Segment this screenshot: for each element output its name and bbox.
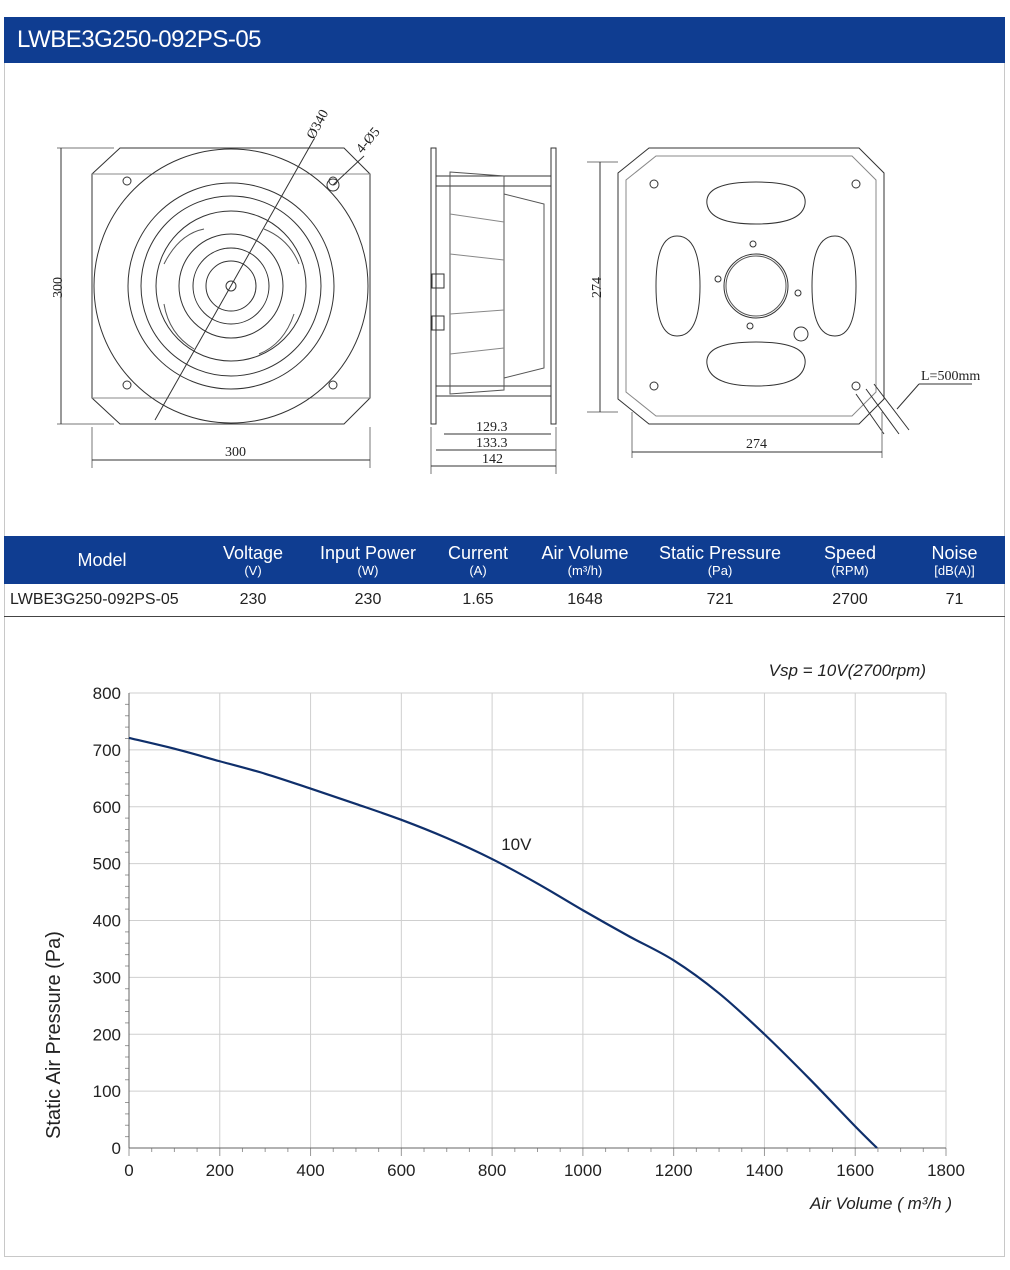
chart-svg: 0 200 400 600 800 1000 1200 1400 1600 1800 0 100 200…	[43, 661, 965, 1213]
front-diameter-dim: Ø340	[304, 107, 332, 142]
x-tick-label: 0	[124, 1161, 133, 1180]
table-row: LWBE3G250-092PS-05 230 230 1.65 1648 721…	[4, 584, 1005, 617]
front-height-dim: 300	[51, 277, 66, 298]
spec-table: Model Voltage (V) Input Power (W) Current(…	[4, 536, 1005, 617]
back-height-dim: 274	[590, 277, 605, 298]
drawing-svg: 300 300 Ø340 4-Ø5 129.3 133.3 142	[51, 107, 980, 474]
x-tick-label: 1600	[836, 1161, 874, 1180]
front-width-dim: 300	[225, 445, 246, 460]
chart-series: 10V	[128, 736, 878, 1149]
cell-input-power: 230	[306, 584, 430, 617]
cell-noise: 71	[904, 584, 1005, 617]
side-dim-2: 133.3	[476, 436, 508, 451]
y-tick-label: 200	[93, 1025, 121, 1044]
side-view	[430, 147, 557, 474]
x-tick-label: 1400	[746, 1161, 784, 1180]
cell-static-pressure: 721	[644, 584, 796, 617]
series-line-10V	[128, 736, 878, 1149]
side-dim-1: 129.3	[476, 420, 508, 435]
col-air-volume: Air Volume (m³/h)	[526, 536, 644, 584]
y-tick-label: 300	[93, 968, 121, 987]
x-tick-label: 1800	[927, 1161, 965, 1180]
series-label: 10V	[501, 835, 532, 854]
y-tick-label: 400	[93, 912, 121, 931]
y-tick-label: 600	[93, 798, 121, 817]
x-tick-label: 200	[206, 1161, 234, 1180]
x-axis-label: Air Volume ( m³/h )	[809, 1194, 952, 1213]
col-voltage: Voltage (V)	[200, 536, 306, 584]
y-tick-label: 100	[93, 1082, 121, 1101]
col-input-power: Input Power (W)	[306, 536, 430, 584]
side-dim-3: 142	[482, 452, 503, 467]
y-tick-label: 800	[93, 684, 121, 703]
y-tick-label: 0	[112, 1139, 121, 1158]
col-speed: Speed (RPM)	[796, 536, 904, 584]
chart-annotation: Vsp = 10V(2700rpm)	[769, 661, 926, 680]
y-axis-label: Static Air Pressure (Pa)	[43, 931, 65, 1139]
technical-drawings: 300 300 Ø340 4-Ø5 129.3 133.3 142	[4, 64, 1005, 534]
col-noise: Noise [dB(A)]	[904, 536, 1005, 584]
cell-air-volume: 1648	[526, 584, 644, 617]
page-title: LWBE3G250-092PS-05	[4, 17, 1005, 63]
cell-model: LWBE3G250-092PS-05	[4, 584, 200, 617]
pressure-curve-chart: 0 200 400 600 800 1000 1200 1400 1600 1800 0 100 200…	[4, 620, 1005, 1250]
x-tick-label: 600	[387, 1161, 415, 1180]
x-tick-label: 1200	[655, 1161, 693, 1180]
chart-axes: 0 200 400 600 800 1000 1200 1400 1600 1800 0 100 200…	[93, 684, 965, 1180]
cell-voltage: 230	[200, 584, 306, 617]
col-model: Model	[4, 536, 200, 584]
back-cable-dim: L=500mm	[921, 369, 980, 384]
back-view	[587, 147, 972, 458]
y-tick-label: 700	[93, 741, 121, 760]
y-tick-label: 500	[93, 855, 121, 874]
cell-current: 1.65	[430, 584, 526, 617]
front-holes-dim: 4-Ø5	[354, 125, 384, 157]
col-current: Current (A)	[430, 536, 526, 584]
col-static-pressure: Static Pressure (Pa)	[644, 536, 796, 584]
chart-grid	[128, 692, 947, 1149]
back-width-dim: 274	[746, 437, 767, 452]
x-tick-label: 1000	[564, 1161, 602, 1180]
front-view	[57, 138, 371, 468]
spec-table-header: Model Voltage (V) Input Power (W) Current(…	[4, 536, 1005, 584]
x-tick-label: 400	[296, 1161, 324, 1180]
cell-speed: 2700	[796, 584, 904, 617]
x-tick-label: 800	[478, 1161, 506, 1180]
